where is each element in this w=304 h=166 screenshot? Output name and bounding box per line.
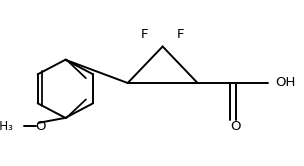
Text: F: F <box>177 28 185 41</box>
Text: OH: OH <box>275 77 295 89</box>
Text: O: O <box>35 120 45 133</box>
Text: CH₃: CH₃ <box>0 120 13 133</box>
Text: F: F <box>141 28 148 41</box>
Text: O: O <box>230 120 241 133</box>
